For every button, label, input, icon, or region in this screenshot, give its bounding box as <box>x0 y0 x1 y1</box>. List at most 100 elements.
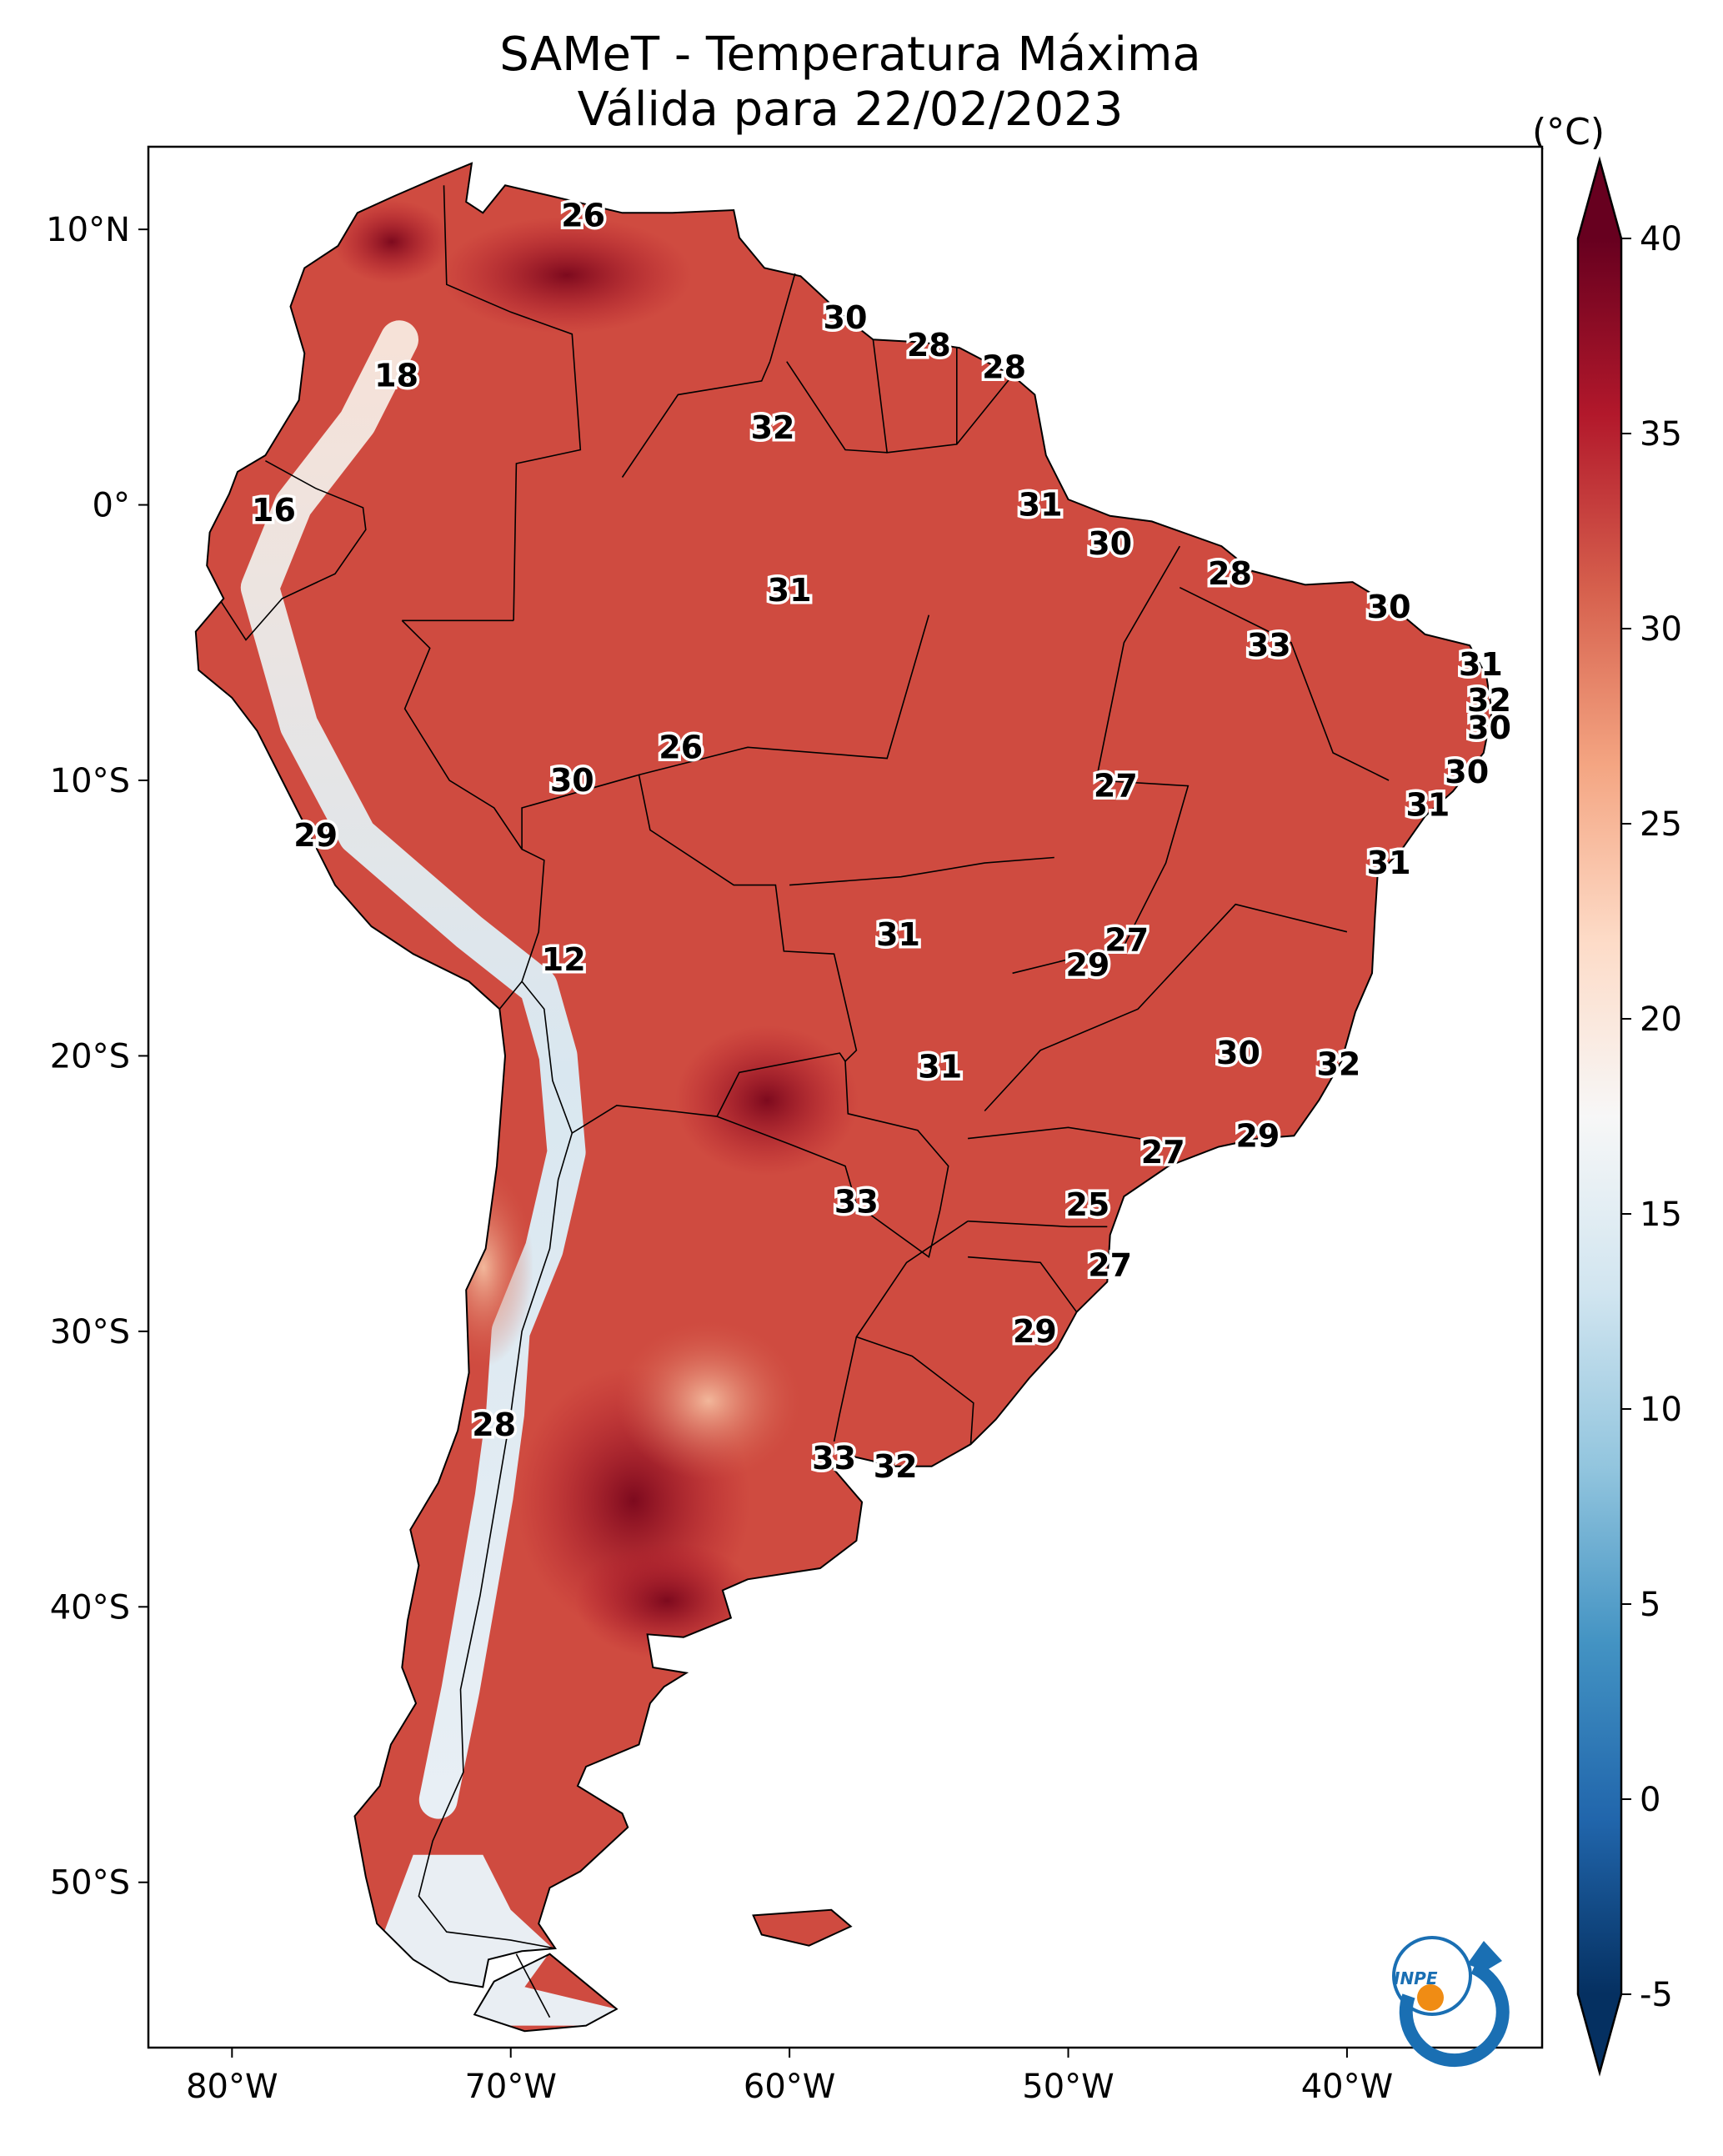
temperature-label: 33 <box>1247 627 1291 664</box>
border-line <box>521 980 846 1135</box>
temperature-label: 16 <box>252 492 296 529</box>
lon-tick-label: 60°W <box>744 2068 835 2106</box>
temperature-label: 31 <box>1405 787 1450 824</box>
border-line <box>443 185 582 621</box>
temperature-label: 30 <box>1445 754 1489 790</box>
temperature-label: 33 <box>834 1184 879 1221</box>
hot-spot-colombia <box>333 200 450 283</box>
temperature-label: 30 <box>1216 1035 1260 1071</box>
map-subtitle: Válida para 22/02/2023 <box>577 83 1124 137</box>
temperature-label: 28 <box>1208 555 1252 592</box>
border-line <box>968 1256 1078 1313</box>
colorbar-tick-label: 15 <box>1640 1196 1682 1234</box>
border-line <box>769 273 796 362</box>
temperature-label: 32 <box>751 409 795 446</box>
temperature-label: 26 <box>659 729 703 765</box>
temperature-label: 26 <box>561 198 605 234</box>
lon-tick-label: 50°W <box>1022 2068 1114 2106</box>
temperature-label: 30 <box>824 299 868 336</box>
colorbar-tick-label: 25 <box>1640 805 1682 844</box>
lat-tick-label: 30°S <box>50 1313 130 1351</box>
temperature-label: 30 <box>550 762 594 799</box>
temperature-label: 32 <box>1467 682 1511 719</box>
longitude-axis: 80°W 70°W 60°W 50°W 40°W <box>186 2048 1393 2106</box>
temperature-label: 12 <box>542 941 586 978</box>
temperature-label: 29 <box>1235 1117 1280 1154</box>
temperature-label: 25 <box>1065 1186 1109 1223</box>
colorbar-tick-label: 40 <box>1640 220 1682 258</box>
lat-tick-label: 10°S <box>50 762 130 800</box>
temperature-label: 30 <box>1467 709 1511 746</box>
land-area <box>195 163 1492 2032</box>
colorbar-tick-label: -5 <box>1640 1976 1673 2014</box>
temperature-label: 29 <box>293 817 338 854</box>
temperature-label: 31 <box>768 572 812 609</box>
lat-tick-label: 10°N <box>46 211 130 249</box>
border-line <box>521 774 858 1062</box>
lon-tick-label: 40°W <box>1301 2068 1393 2106</box>
temperature-label: 28 <box>472 1406 516 1443</box>
border-line <box>786 361 888 454</box>
andes-cool-band <box>240 320 586 1819</box>
lat-tick-label: 40°S <box>50 1588 130 1627</box>
colorbar-tick-label: 0 <box>1640 1781 1660 1819</box>
hot-spot-venezuela <box>442 217 692 333</box>
border-line <box>968 1126 1175 1145</box>
temperature-label: 28 <box>907 327 951 364</box>
border-line <box>418 1132 573 1949</box>
inpe-logo: INPE <box>1392 1936 1510 2068</box>
temperature-label: 31 <box>1019 487 1063 524</box>
colorbar-extend-max <box>1578 160 1621 238</box>
map-title: SAMeT - Temperatura Máxima <box>499 28 1201 82</box>
temperature-label: 27 <box>1104 922 1149 959</box>
border-line <box>1012 780 1190 975</box>
border-line <box>1095 545 1180 781</box>
temperature-label: 31 <box>1459 646 1503 683</box>
temperature-label: 33 <box>812 1440 856 1477</box>
colorbar-extend-min <box>1578 1994 1621 2073</box>
temperature-label: 18 <box>374 357 418 394</box>
border-line <box>639 614 930 776</box>
temperature-label: 29 <box>1065 946 1109 983</box>
colorbar-tick-label: 5 <box>1640 1586 1660 1624</box>
lat-tick-label: 50°S <box>50 1864 130 1903</box>
temperature-label: 29 <box>1013 1313 1057 1350</box>
temperature-label: 31 <box>876 916 920 953</box>
lat-tick-label: 20°S <box>50 1037 130 1075</box>
border-line <box>716 1060 949 1259</box>
border-line <box>220 459 367 641</box>
temperature-label: 31 <box>918 1049 962 1086</box>
temperature-label: 32 <box>874 1448 918 1485</box>
inpe-logo-text: INPE <box>1394 1968 1438 1988</box>
temperature-label: 32 <box>1316 1045 1360 1082</box>
lat-tick-label: 0° <box>93 487 130 525</box>
colorbar-body <box>1578 238 1621 1994</box>
temperature-label: 27 <box>1094 768 1138 805</box>
border-line <box>1179 586 1390 781</box>
colorbar-unit: (°C) <box>1532 111 1605 153</box>
temperature-label: 30 <box>1367 589 1411 625</box>
border-line <box>621 361 771 478</box>
border-line <box>401 619 545 1010</box>
coastline <box>194 162 1493 2033</box>
border-line <box>872 339 1014 454</box>
border-line <box>856 1336 974 1445</box>
border-line <box>789 856 1054 886</box>
colorbar-tick-label: 20 <box>1640 1000 1682 1039</box>
border-line <box>515 1953 551 2018</box>
latitude-axis: 10°N 0° 10°S 20°S 30°S 40°S 50°S <box>46 211 148 1903</box>
temperature-label: 28 <box>982 348 1026 385</box>
colorbar: 40 35 30 25 20 15 10 5 0 -5 <box>1576 156 1682 2077</box>
lon-tick-label: 70°W <box>464 2068 556 2106</box>
temperature-label: 30 <box>1088 525 1132 562</box>
colorbar-tick-label: 30 <box>1640 610 1682 649</box>
political-borders <box>220 185 1390 2018</box>
border-line <box>968 1220 1108 1228</box>
hot-spot-paraguay <box>675 1025 859 1176</box>
temperature-label: 27 <box>1088 1247 1132 1284</box>
warm-spot-pampas <box>617 1321 800 1480</box>
border-line <box>984 903 1348 1112</box>
temperature-label: 31 <box>1367 845 1411 881</box>
